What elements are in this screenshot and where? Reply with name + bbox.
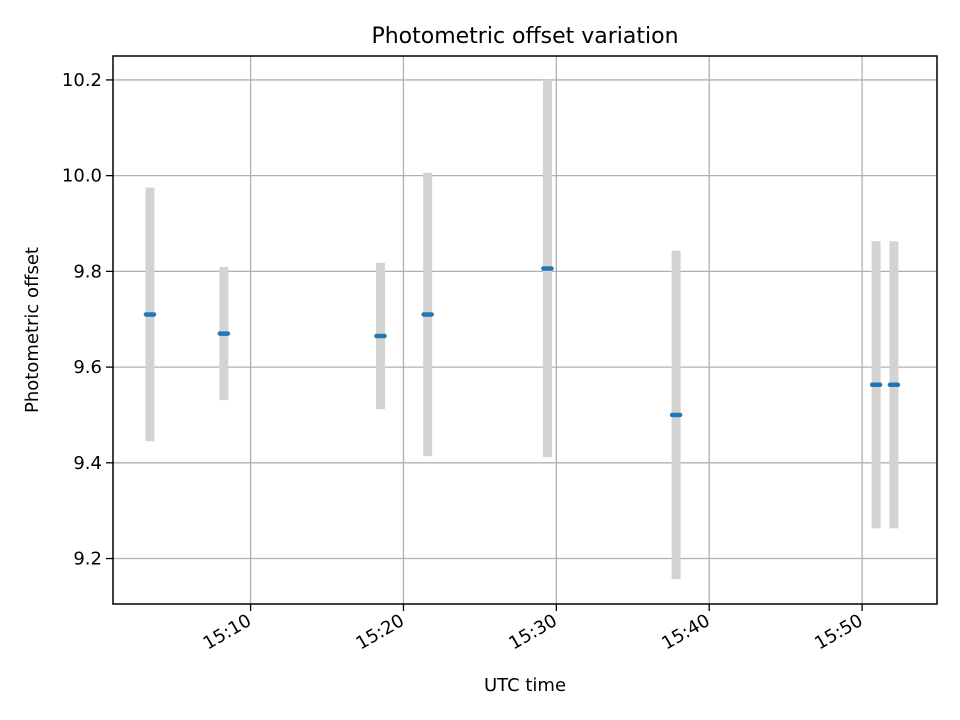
y-tick-label: 9.6 [73, 357, 102, 378]
y-tick-label: 10.0 [62, 166, 102, 187]
y-tick-label: 9.2 [73, 549, 102, 570]
x-axis-label: UTC time [484, 675, 566, 696]
plot-frame [112, 55, 938, 605]
y-axis-ticks: 9.2 9.4 9.6 9.8 10.0 10.2 [62, 70, 113, 570]
y-tick-label: 9.8 [73, 261, 102, 282]
y-tick-label: 10.2 [62, 70, 102, 91]
data-points [143, 266, 901, 418]
y-tick-label: 9.4 [73, 453, 102, 474]
grid [113, 56, 937, 604]
y-axis-label: Photometric offset [22, 247, 43, 413]
chart-title: Photometric offset variation [371, 24, 678, 49]
